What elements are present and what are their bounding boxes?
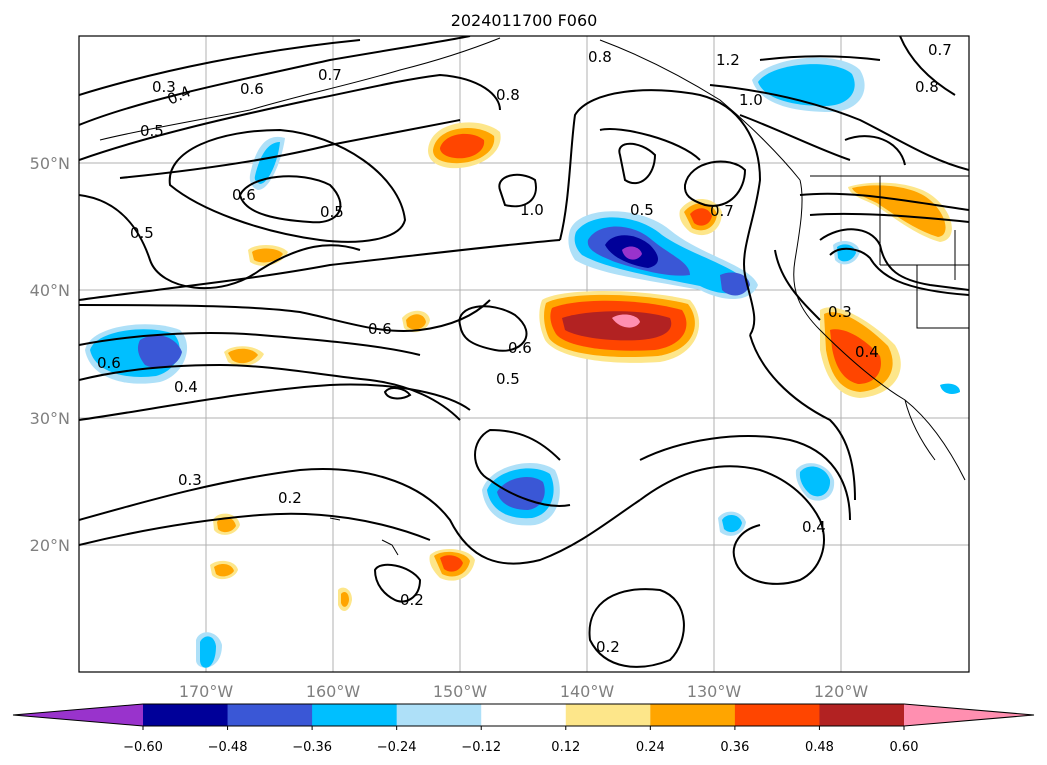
- contour-label: 0.2: [400, 591, 424, 609]
- contour-label: 0.5: [130, 224, 154, 242]
- colorbar-label: 0.24: [636, 740, 665, 755]
- colorbar-swatch: [312, 704, 398, 726]
- lon-label: 150°W: [433, 682, 488, 701]
- colorbar-label: 0.36: [720, 740, 749, 755]
- contour-label: 0.8: [915, 78, 939, 96]
- contour-label: 0.7: [928, 41, 952, 59]
- colorbar: −0.60 −0.48 −0.36 −0.24 −0.12 0.12 0.24 0.36 0.4…: [12, 703, 1035, 755]
- lat-label: 20°N: [30, 536, 70, 555]
- lon-label: 170°W: [179, 682, 234, 701]
- lon-label: 120°W: [814, 682, 869, 701]
- colorbar-swatch: [650, 704, 736, 726]
- contour-label: 0.4: [174, 378, 198, 396]
- latitude-labels: 50°N 40°N 30°N 20°N: [30, 154, 70, 555]
- colorbar-label: −0.12: [461, 740, 501, 755]
- lat-label: 40°N: [30, 281, 70, 300]
- contour-labels: 0.3 0.4 0.5 0.6 0.7 0.8 1.2 1.0 0.8 0.7 …: [97, 41, 952, 656]
- map-frame: [78, 35, 970, 673]
- lat-label: 50°N: [30, 154, 70, 173]
- contour-label: 0.5: [320, 203, 344, 221]
- contour-label: 0.6: [240, 80, 264, 98]
- contour-label: 0.3: [828, 303, 852, 321]
- colorbar-label: −0.60: [123, 740, 163, 755]
- contour-label: 0.6: [368, 320, 392, 338]
- coastlines: [99, 37, 969, 556]
- colorbar-label: 0.60: [890, 740, 919, 755]
- contour-label: 0.4: [802, 518, 826, 536]
- colorbar-swatch: [396, 704, 482, 726]
- colorbar-swatch: [227, 704, 313, 726]
- map-title: 2024011700 F060: [451, 11, 598, 30]
- colorbar-extend-max: [904, 704, 1034, 726]
- map-area: 0.3 0.4 0.5 0.6 0.7 0.8 1.2 1.0 0.8 0.7 …: [79, 36, 969, 672]
- contour-label: 0.7: [710, 202, 734, 220]
- contour-label: 0.7: [318, 66, 342, 84]
- contour-label: 0.6: [232, 186, 256, 204]
- colorbar-swatch: [734, 704, 820, 726]
- contour-label: 1.0: [739, 91, 763, 109]
- contour-label: 0.6: [97, 354, 121, 372]
- contour-label: 0.2: [596, 638, 620, 656]
- contour-lines: [79, 36, 969, 668]
- contour-label: 0.5: [140, 122, 164, 140]
- contour-label: 0.3: [178, 471, 202, 489]
- lon-label: 160°W: [306, 682, 361, 701]
- colorbar-swatch: [481, 704, 567, 726]
- contour-label: 0.8: [588, 48, 612, 66]
- colorbar-label: −0.36: [292, 740, 332, 755]
- contour-label: 0.8: [496, 86, 520, 104]
- contour-label: 1.0: [520, 201, 544, 219]
- lat-label: 30°N: [30, 409, 70, 428]
- contour-label: 0.5: [630, 201, 654, 219]
- colorbar-label: 0.48: [805, 740, 834, 755]
- colorbar-swatch: [143, 704, 229, 726]
- longitude-labels: 170°W 160°W 150°W 140°W 130°W 120°W: [179, 682, 869, 701]
- contour-label: 0.4: [855, 343, 879, 361]
- contour-label: 0.2: [278, 489, 302, 507]
- lon-label: 130°W: [687, 682, 742, 701]
- colorbar-label: −0.48: [208, 740, 248, 755]
- colorbar-extend-min: [13, 704, 143, 726]
- colorbar-swatch: [819, 704, 905, 726]
- contour-label: 0.6: [508, 339, 532, 357]
- lon-label: 140°W: [560, 682, 615, 701]
- colorbar-swatch: [565, 704, 651, 726]
- contour-label: 0.3: [152, 78, 176, 96]
- contour-label: 1.2: [716, 51, 740, 69]
- contour-label: 0.5: [496, 370, 520, 388]
- colorbar-label: 0.12: [551, 740, 580, 755]
- colorbar-label: −0.24: [377, 740, 417, 755]
